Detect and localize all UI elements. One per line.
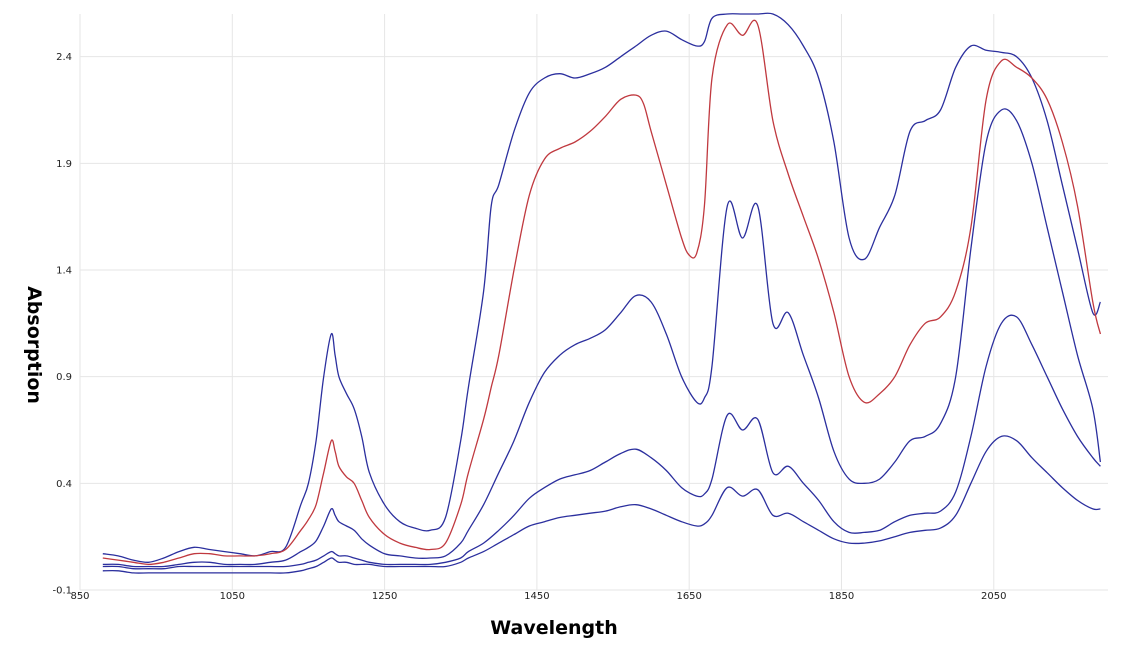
x-tick-label: 1050	[220, 591, 245, 602]
y-tick-label: -0.1	[52, 586, 72, 597]
x-axis-ticks: 850 1050 1250 1450 1650 1850 2050	[70, 591, 1006, 602]
x-axis-label: Wavelength	[490, 617, 618, 639]
y-tick-label: 2.4	[56, 52, 72, 63]
series-line-4	[102, 314, 1101, 570]
y-tick-label: 1.9	[56, 159, 72, 170]
series-line-1	[102, 12, 1101, 563]
x-tick-label: 1450	[524, 591, 549, 602]
y-axis-label: Absorption	[23, 286, 45, 404]
grid	[79, 14, 1108, 591]
series-line-3	[102, 108, 1102, 568]
series-line-5	[102, 435, 1101, 574]
x-tick-label: 1850	[829, 591, 854, 602]
y-axis-ticks: -0.1 0.4 0.9 1.4 1.9 2.4	[52, 52, 72, 596]
series-lines	[102, 12, 1102, 574]
series-line-2	[102, 19, 1102, 566]
y-tick-label: 0.4	[56, 479, 72, 490]
y-tick-label: 0.9	[56, 372, 72, 383]
y-tick-label: 1.4	[56, 266, 72, 277]
x-tick-label: 2050	[981, 591, 1006, 602]
x-tick-label: 850	[70, 591, 89, 602]
x-tick-label: 1650	[676, 591, 701, 602]
x-tick-label: 1250	[372, 591, 397, 602]
